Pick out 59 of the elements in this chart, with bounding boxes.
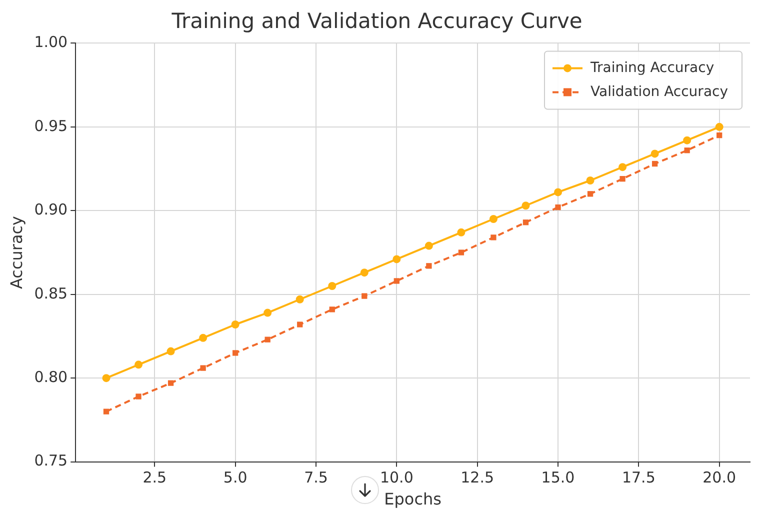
- point: [297, 322, 303, 328]
- x-tick-label: 10.0: [380, 468, 414, 487]
- x-tick-label: 2.5: [142, 468, 167, 487]
- y-tick-label: 0.90: [34, 200, 68, 219]
- x-tick-label: 5.0: [223, 468, 248, 487]
- point: [586, 176, 594, 184]
- x-tick-label: 7.5: [304, 468, 328, 487]
- legend-label: Validation Accuracy: [590, 84, 728, 100]
- point: [457, 228, 466, 236]
- point: [650, 150, 659, 158]
- point: [231, 320, 240, 328]
- legend-label: Training Accuracy: [590, 60, 714, 76]
- y-tick-label: 1.00: [34, 33, 68, 52]
- point: [168, 380, 174, 386]
- point: [392, 255, 401, 264]
- point: [424, 242, 433, 250]
- point: [715, 122, 724, 131]
- y-tick-label: 0.95: [34, 116, 68, 135]
- point: [199, 334, 208, 342]
- chart-title: Training and Validation Accuracy Curve: [170, 9, 582, 34]
- point: [103, 408, 110, 414]
- point: [683, 136, 692, 144]
- point: [522, 220, 529, 226]
- point: [232, 350, 238, 356]
- x-tick-label: 17.5: [622, 468, 656, 487]
- point: [264, 336, 270, 342]
- point: [328, 282, 336, 290]
- point: [522, 202, 530, 210]
- point: [426, 263, 432, 269]
- point: [555, 204, 561, 210]
- point: [200, 365, 206, 371]
- y-axis-title: Accuracy: [6, 216, 26, 290]
- point: [652, 160, 658, 167]
- point: [360, 268, 368, 277]
- point: [102, 374, 110, 382]
- x-axis-title: Epochs: [384, 490, 442, 509]
- point: [166, 347, 175, 356]
- point: [134, 360, 143, 369]
- point: [554, 188, 562, 196]
- x-tick-label: 12.5: [460, 468, 494, 487]
- point: [362, 293, 368, 299]
- point: [489, 215, 498, 224]
- y-tick-label: 0.85: [34, 284, 68, 302]
- y-tick-label: 0.80: [34, 368, 68, 386]
- point: [618, 163, 627, 172]
- point: [587, 191, 594, 197]
- point: [296, 295, 304, 304]
- point: [716, 132, 722, 138]
- x-tick-label: 15.0: [541, 468, 575, 487]
- point: [264, 308, 272, 317]
- y-tick-label: 0.75: [34, 452, 68, 470]
- point: [136, 394, 142, 400]
- point: [394, 278, 400, 284]
- point: [458, 250, 464, 256]
- point: [684, 148, 690, 154]
- x-tick-label: 20.0: [702, 468, 736, 487]
- point: [620, 176, 626, 182]
- point: [490, 234, 496, 240]
- point: [329, 306, 335, 312]
